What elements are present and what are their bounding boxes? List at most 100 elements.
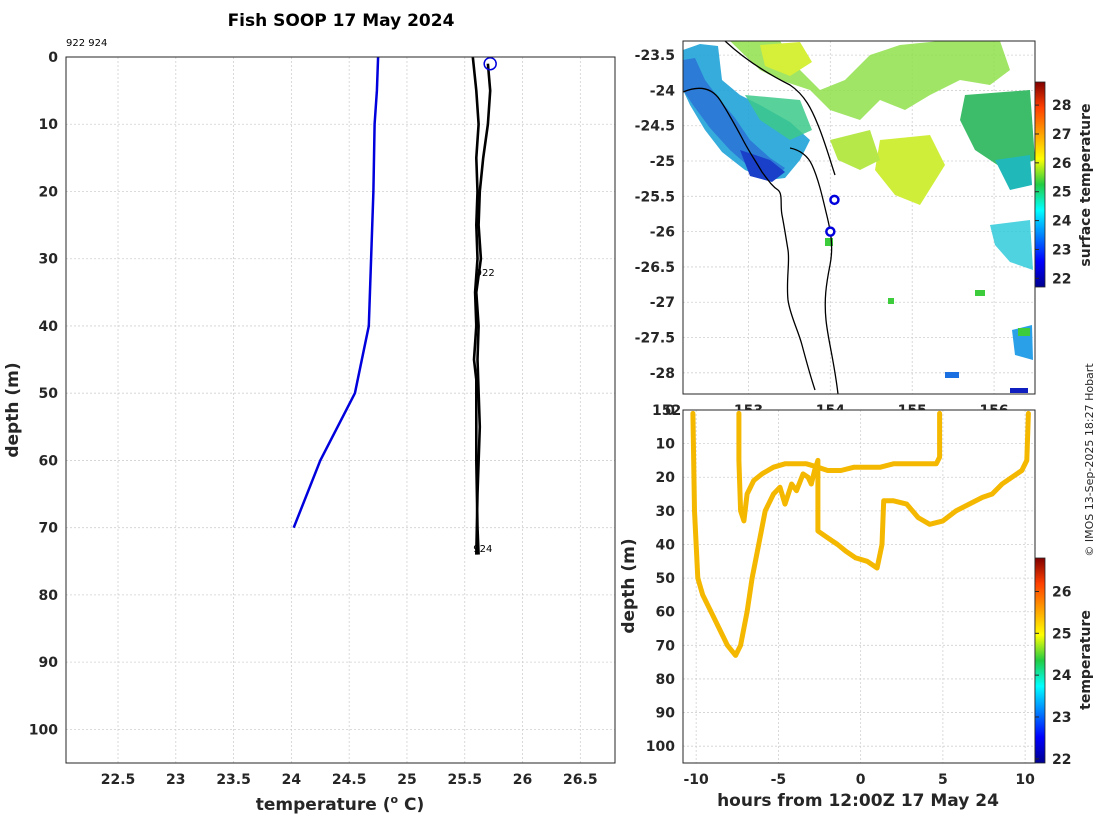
profile-y-ticks: 0 10 20 30 40 50 60 70 80 90 100 (29, 50, 58, 738)
profile-x-tick-label: 24.5 (332, 772, 367, 788)
profile-y-tick-label: 60 (39, 453, 59, 469)
map-stations (825, 194, 840, 237)
profile-series (292, 57, 492, 555)
sst-colorbar-tick-label: 23 (1052, 242, 1071, 258)
map-lat-tick-label: -25 (650, 154, 675, 170)
profile-annotation: 922 (476, 268, 495, 279)
timeseries-y-tick-label: 90 (656, 706, 676, 722)
profile-x-tick-label: 25 (397, 772, 416, 788)
map-lat-tick-label: -25.5 (635, 189, 675, 205)
map-lat-tick-label: -24.5 (635, 119, 675, 135)
timeseries-grid (683, 409, 1035, 763)
profile-axes-frame (65, 56, 616, 764)
timeseries-y-ticks: 0 10 20 30 40 50 60 70 80 90 100 (646, 403, 675, 755)
timeseries-x-ticks: -10 -5 0 5 10 (684, 772, 1036, 788)
profile-x-tick-label: 23.5 (216, 772, 251, 788)
timeseries-y-tick-label: 100 (646, 739, 675, 755)
map-lat-tick-label: -26 (650, 225, 675, 241)
map-lat-tick-label: -28 (650, 366, 675, 382)
timeseries-x-tick-label: -10 (684, 772, 710, 788)
sst-map-area (683, 41, 1035, 394)
profile-surface-marker (483, 56, 497, 71)
timeseries-background (683, 410, 1035, 763)
sst-map: -23.5 -24 -24.5 -25 -25.5 -26 -26.5 -27 -27.5 -28… (635, 40, 1094, 419)
map-y-ticks: -23.5 -24 -24.5 -25 -25.5 -26 -26.5 -27 -27.5 -28 (635, 48, 676, 382)
timeseries-y-tick-label: 50 (656, 571, 676, 587)
sst-warm-patch-2 (875, 135, 945, 205)
sst-field (683, 41, 1035, 393)
profile-line-2 (474, 63, 492, 555)
profile-grid (66, 56, 615, 763)
temperature-colorbar-ticks: 22 23 24 25 26 (1035, 584, 1072, 768)
map-lon-tick-label: 152 (652, 403, 681, 419)
profile-y-tick-label: 10 (39, 117, 59, 133)
profile-ids-label: 922 924 (66, 38, 107, 49)
temperature-colorbar-tick-label: 25 (1052, 626, 1071, 642)
timeseries-y-axis-label: depth (m) (619, 538, 639, 633)
sst-cold-core (683, 58, 785, 178)
timeseries-y-tick-label: 60 (656, 605, 676, 621)
profile-x-ticks: 22.5 23 23.5 24 24.5 25 25.5 26 26.5 (101, 772, 598, 788)
coastline (683, 87, 816, 391)
island-coast (789, 147, 839, 394)
sst-east-cool-patch (995, 155, 1032, 190)
temperature-colorbar (1034, 557, 1046, 764)
temperature-colorbar-tick-label: 22 (1052, 752, 1071, 768)
profile-chart: Fish SOOP 17 May 2024 922 924 22.5 23 23.5… (3, 11, 616, 815)
profile-x-tick-label: 23 (166, 772, 185, 788)
timeseries-y-tick-label: 70 (656, 638, 676, 654)
sst-warm-patch-3 (830, 130, 880, 170)
profile-y-tick-label: 40 (39, 319, 59, 335)
sst-small-patch-3 (825, 238, 833, 246)
sst-colorbar-ticks: 22 23 24 25 26 27 28 (1035, 98, 1072, 287)
timeseries-chart: -10 -5 0 5 10 0 10 20 30 40 50 60 70 80 90 100 hours f… (619, 403, 1094, 811)
sst-coastal-band (683, 44, 810, 180)
sst-east-patch (960, 90, 1035, 170)
sst-colorbar-tick-label: 24 (1052, 214, 1072, 230)
timeseries-track-0 (690, 410, 1031, 658)
timeseries-x-tick-label: -5 (771, 772, 787, 788)
profile-x-tick-label: 25.5 (447, 772, 482, 788)
sst-colorbar-tick-label: 25 (1052, 185, 1071, 201)
profile-annotations: 922 924 (473, 56, 497, 555)
watermark: © IMOS 13-Sep-2025 18:27 Hobart (1083, 363, 1096, 557)
sst-corner-patch (1010, 388, 1028, 393)
profile-x-tick-label: 24 (282, 772, 302, 788)
timeseries-y-tick-label: 30 (656, 504, 676, 520)
chart-title: Fish SOOP 17 May 2024 (228, 11, 455, 31)
sst-colorbar-tick-label: 28 (1052, 98, 1071, 114)
sst-colorbar-tick-label: 26 (1052, 156, 1071, 172)
profile-x-tick-label: 26.5 (563, 772, 598, 788)
temperature-colorbar-tick-label: 24 (1052, 668, 1072, 684)
sst-small-patch-4 (888, 298, 894, 304)
map-lat-tick-label: -27 (650, 295, 675, 311)
timeseries-x-tick-label: 5 (938, 772, 948, 788)
timeseries-y-tick-label: 10 (656, 437, 676, 453)
temperature-colorbar-tick-label: 26 (1052, 584, 1071, 600)
timeseries-x-tick-label: 0 (856, 772, 866, 788)
sst-small-patch-1 (1018, 328, 1030, 336)
profile-x-tick-label: 26 (513, 772, 532, 788)
shelf-contour (724, 41, 836, 176)
profile-y-tick-label: 20 (39, 184, 59, 200)
map-lat-tick-label: -24 (650, 83, 676, 99)
timeseries-y-tick-label: 80 (656, 672, 676, 688)
sst-colorbar-tick-label: 27 (1052, 127, 1071, 143)
profile-y-tick-label: 80 (39, 588, 59, 604)
sst-coldest-patch (740, 150, 785, 182)
sst-colorbar-tick-label: 22 (1052, 271, 1071, 287)
sst-colorbar (1034, 81, 1046, 288)
profile-x-tick-label: 22.5 (101, 772, 136, 788)
timeseries-y-tick-label: 0 (665, 403, 675, 419)
timeseries-x-axis-label: hours from 12:00Z 17 May 24 (717, 791, 999, 811)
profile-x-axis-label: temperature (o C) (256, 793, 425, 815)
profile-line-0 (292, 57, 380, 529)
timeseries-track-1 (736, 410, 943, 524)
timeseries-x-tick-label: 10 (1015, 772, 1035, 788)
timeseries-y-tick-label: 20 (656, 470, 676, 486)
sst-small-patch-2 (975, 290, 985, 296)
map-lat-tick-label: -23.5 (635, 48, 675, 64)
map-station-marker (829, 194, 840, 206)
temperature-colorbar-tick-label: 23 (1052, 710, 1071, 726)
